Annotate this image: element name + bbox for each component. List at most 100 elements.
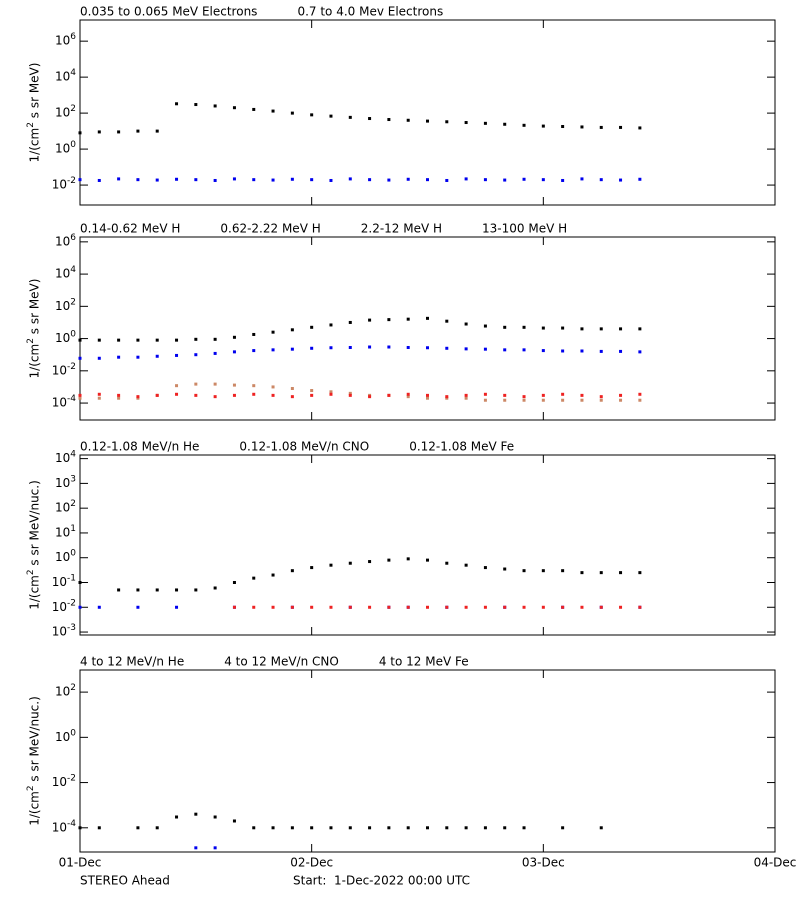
data-point xyxy=(348,115,352,119)
data-point xyxy=(483,605,487,609)
data-point xyxy=(368,560,372,564)
legend-label: 0.62-2.22 MeV H xyxy=(220,222,320,236)
data-point xyxy=(445,561,449,565)
data-point xyxy=(638,177,642,181)
data-point xyxy=(483,392,487,396)
data-point xyxy=(599,349,603,353)
legend-label: 4 to 12 MeV/n He xyxy=(80,655,184,669)
data-point xyxy=(445,319,449,323)
data-point xyxy=(599,395,603,399)
data-point xyxy=(290,328,294,332)
data-point xyxy=(310,325,314,329)
data-point xyxy=(232,819,236,823)
data-point xyxy=(329,390,333,394)
data-point xyxy=(406,605,410,609)
data-point xyxy=(426,346,429,350)
data-point xyxy=(194,846,198,850)
data-point xyxy=(368,178,372,182)
data-point xyxy=(368,826,372,830)
plot-frame xyxy=(79,454,776,636)
data-point xyxy=(426,316,429,320)
data-point xyxy=(638,327,642,331)
data-point xyxy=(599,327,603,331)
data-point xyxy=(619,125,623,129)
y-tick-label: 106 xyxy=(55,32,76,48)
data-point xyxy=(406,395,410,399)
data-point xyxy=(78,826,82,830)
y-tick-label: 102 xyxy=(55,104,76,120)
data-point xyxy=(580,571,584,575)
data-point xyxy=(541,349,545,353)
data-point xyxy=(406,118,410,122)
data-point xyxy=(348,605,352,609)
data-point xyxy=(445,826,449,830)
data-point xyxy=(522,325,526,329)
data-point xyxy=(348,561,352,565)
data-point xyxy=(97,130,101,134)
data-point xyxy=(387,558,391,562)
y-tick-label: 100 xyxy=(55,548,76,564)
data-point xyxy=(503,826,507,830)
data-point xyxy=(599,125,603,129)
data-point xyxy=(503,398,507,402)
data-point xyxy=(464,396,468,400)
data-point xyxy=(252,178,256,182)
data-point xyxy=(175,392,179,396)
data-point xyxy=(368,318,372,322)
data-point xyxy=(213,846,217,850)
data-point xyxy=(619,349,623,353)
data-point xyxy=(580,177,584,181)
data-point xyxy=(445,120,449,124)
data-point xyxy=(232,580,236,584)
data-point xyxy=(194,588,198,592)
data-point xyxy=(213,815,217,819)
data-point xyxy=(252,392,256,396)
y-tick-label: 10-2 xyxy=(52,361,76,377)
data-point xyxy=(290,826,294,830)
data-point xyxy=(78,605,82,609)
data-point xyxy=(387,393,391,397)
legend-label: 0.12-1.08 MeV Fe xyxy=(409,440,514,454)
data-point xyxy=(426,605,429,609)
data-point xyxy=(252,107,256,111)
data-point xyxy=(329,826,333,830)
data-point xyxy=(290,395,294,399)
y-tick-label: 104 xyxy=(55,68,76,84)
y-tick-label: 102 xyxy=(55,499,76,515)
data-point xyxy=(252,826,256,830)
data-point xyxy=(252,349,256,353)
data-point xyxy=(329,346,333,350)
y-axis-label: 1/(cm2 s sr MeV) xyxy=(26,63,42,163)
data-point xyxy=(271,573,275,577)
data-point xyxy=(619,571,623,575)
data-point xyxy=(271,178,275,182)
data-point xyxy=(503,605,507,609)
legend-label: 13-100 MeV H xyxy=(482,222,567,236)
data-point xyxy=(387,178,391,182)
data-point xyxy=(136,588,140,592)
data-point xyxy=(561,125,565,129)
data-point xyxy=(619,178,623,182)
data-point xyxy=(426,393,429,397)
data-point xyxy=(406,177,410,181)
data-point xyxy=(117,588,121,592)
data-point xyxy=(599,178,603,182)
data-point xyxy=(310,346,314,350)
data-point xyxy=(348,320,352,324)
data-point xyxy=(368,345,372,349)
data-point xyxy=(464,347,468,351)
data-point xyxy=(561,392,565,396)
data-point xyxy=(271,605,275,609)
data-point xyxy=(368,395,372,399)
data-point xyxy=(387,605,391,609)
data-point xyxy=(271,385,275,389)
data-point xyxy=(290,347,294,351)
data-point xyxy=(483,398,487,402)
data-point xyxy=(368,117,372,121)
data-point xyxy=(290,569,294,573)
data-point xyxy=(290,605,294,609)
data-point xyxy=(175,102,179,106)
data-point xyxy=(503,325,507,329)
data-point xyxy=(310,826,314,830)
